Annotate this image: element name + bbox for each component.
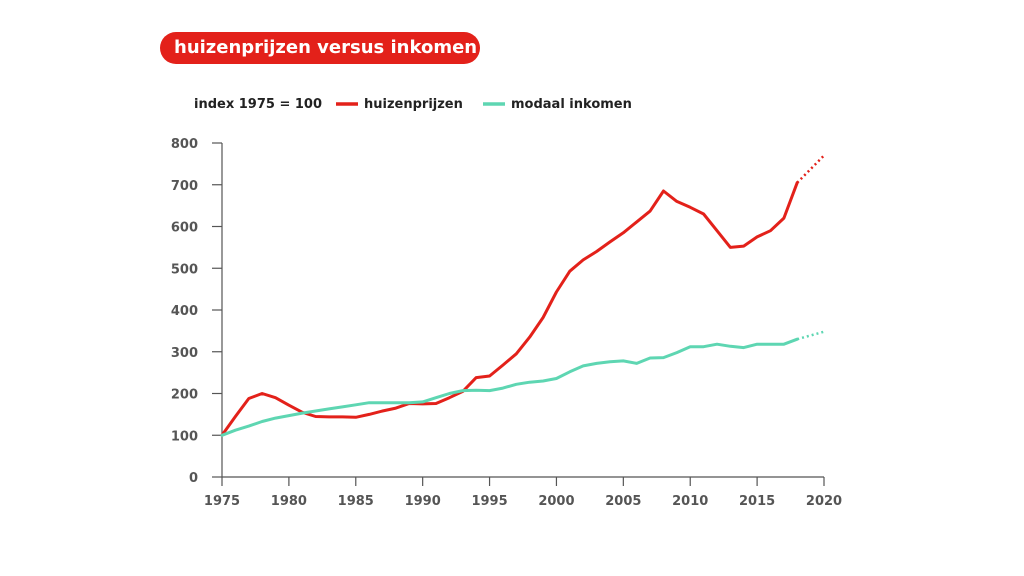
- legend-label-huizenprijzen: huizenprijzen: [364, 97, 463, 112]
- y-tick-label-100: 100: [171, 429, 198, 444]
- series-line-huizenprijzen: [220, 181, 799, 437]
- legend-label-modaal-inkomen: modaal inkomen: [511, 97, 632, 112]
- x-tick-label-2015: 2015: [739, 494, 775, 509]
- x-tick-label-1985: 1985: [338, 494, 374, 509]
- x-tick-label-2000: 2000: [538, 494, 574, 509]
- y-tick-label-200: 200: [171, 388, 198, 403]
- series-line-modaal-inkomen: [220, 337, 799, 437]
- chart-title: huizenprijzen versus inkomen: [160, 32, 480, 64]
- x-tick-label-1980: 1980: [271, 494, 307, 509]
- y-tick-label-400: 400: [171, 304, 198, 319]
- y-tick-label-0: 0: [189, 471, 198, 486]
- y-tick-label-500: 500: [171, 262, 198, 277]
- y-tick-label-800: 800: [171, 137, 198, 152]
- x-tick-label-2005: 2005: [605, 494, 641, 509]
- y-tick-label-600: 600: [171, 221, 198, 236]
- index-note: index 1975 = 100: [194, 97, 322, 112]
- y-tick-label-700: 700: [171, 179, 198, 194]
- x-tick-label-2010: 2010: [672, 494, 708, 509]
- series-projection-modaal-inkomen: [796, 330, 825, 341]
- chart-axes: 0 100 200 300 400 500 600 700 800 1975 1980 1985 199…: [171, 137, 842, 509]
- series-projection-huizenprijzen: [796, 154, 825, 184]
- x-tick-label-1995: 1995: [471, 494, 507, 509]
- y-tick-label-300: 300: [171, 346, 198, 361]
- x-tick-label-1990: 1990: [405, 494, 441, 509]
- plot-area: [220, 154, 825, 437]
- x-tick-label-2020: 2020: [806, 494, 842, 509]
- x-tick-label-1975: 1975: [204, 494, 240, 509]
